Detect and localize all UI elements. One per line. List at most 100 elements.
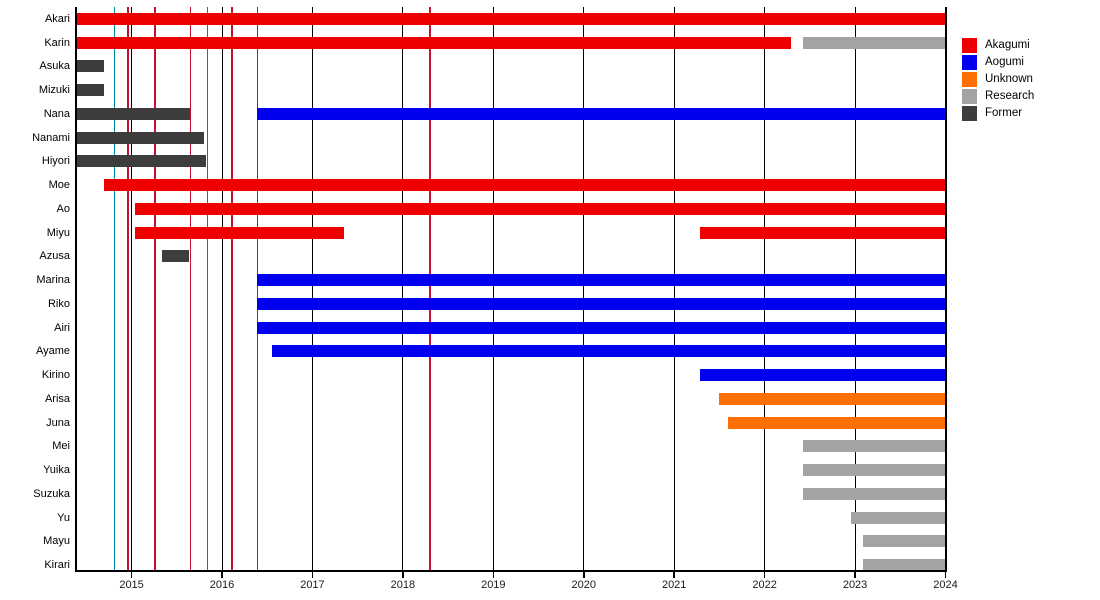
timeline-bar — [727, 416, 946, 429]
axis-tick — [583, 572, 585, 578]
legend-swatch — [962, 72, 977, 88]
legend-item: Research — [962, 89, 1092, 105]
x-axis-line — [74, 570, 947, 572]
row-label: Suzuka — [33, 487, 70, 500]
timeline-bar — [135, 226, 345, 239]
year-gridline — [854, 7, 856, 571]
timeline-bar — [271, 345, 946, 358]
legend-swatch — [962, 89, 977, 105]
legend-swatch — [962, 38, 977, 53]
timeline-bar — [75, 60, 104, 73]
timeline-bar — [162, 250, 190, 263]
event-line — [189, 7, 192, 571]
timeline-bar — [257, 274, 946, 287]
legend-label: Former — [985, 107, 1023, 120]
row-label: Kirari — [44, 559, 70, 572]
row-label: Akari — [44, 12, 70, 25]
legend-label: Unknown — [985, 73, 1033, 86]
row-label: Mayu — [43, 535, 70, 548]
year-gridline — [221, 7, 223, 571]
legend-item: Aogumi — [962, 55, 1092, 71]
row-label: Hiyori — [41, 155, 70, 168]
event-line — [127, 7, 129, 571]
event-line — [206, 7, 209, 571]
row-label: Airi — [54, 321, 70, 334]
axis-tick-label: 2017 — [300, 579, 325, 591]
row-label: Asuka — [39, 60, 70, 73]
axis-tick — [311, 572, 314, 578]
axis-tick — [492, 572, 495, 578]
legend-item: Former — [962, 106, 1092, 122]
timeline-bar — [75, 155, 206, 168]
row-label: Ayame — [35, 345, 70, 358]
timeline-bar — [75, 107, 191, 120]
timeline-bar — [802, 440, 946, 453]
axis-tick — [221, 572, 223, 578]
timeline-bar — [700, 226, 946, 239]
event-line — [429, 7, 431, 571]
axis-tick-label: 2021 — [661, 579, 687, 591]
timeline-bar — [257, 107, 946, 120]
axis-tick-label: 2023 — [842, 579, 868, 591]
axis-tick-label: 2024 — [933, 579, 958, 591]
timeline-bar — [75, 12, 946, 25]
axis-tick-label: 2019 — [481, 579, 506, 591]
y-axis-line — [74, 7, 77, 571]
row-label: Kirino — [41, 369, 70, 382]
row-label: Arisa — [44, 392, 70, 405]
legend-swatch — [962, 55, 977, 71]
timeline-bar — [75, 131, 204, 144]
timeline-bar — [75, 84, 104, 97]
legend-label: Aogumi — [985, 56, 1024, 69]
row-label: Karin — [44, 36, 70, 49]
right-border-line — [944, 7, 947, 571]
axis-tick-label: 2022 — [752, 579, 777, 591]
axis-tick — [130, 572, 133, 578]
year-gridline — [402, 7, 404, 571]
row-label: Yu — [57, 511, 70, 524]
row-label: Miyu — [46, 226, 70, 239]
year-gridline — [492, 7, 494, 571]
legend-label: Akagumi — [985, 39, 1030, 51]
row-label: Nana — [43, 107, 70, 120]
event-line — [231, 7, 233, 571]
event-line — [154, 7, 156, 571]
axis-tick-label: 2018 — [390, 579, 416, 591]
timeline-bar — [75, 36, 791, 49]
row-label: Ao — [56, 202, 70, 215]
axis-tick-label: 2015 — [119, 579, 144, 591]
timeline-bar — [802, 464, 946, 477]
timeline-bar — [700, 369, 946, 382]
timeline-bar — [257, 297, 946, 310]
row-label: Yuika — [43, 464, 70, 477]
axis-tick-label: 2016 — [209, 579, 235, 591]
legend-swatch — [962, 106, 977, 122]
axis-tick — [944, 572, 947, 578]
timeline-bar — [863, 559, 946, 572]
year-gridline — [673, 7, 675, 571]
row-label: Moe — [48, 179, 70, 192]
axis-tick — [402, 572, 404, 578]
row-label: Riko — [47, 297, 70, 310]
year-gridline — [311, 7, 313, 571]
timeline-bar — [802, 36, 946, 49]
axis-tick — [673, 572, 675, 578]
legend-item: Akagumi — [962, 38, 1092, 54]
legend-label: Research — [985, 90, 1035, 103]
event-line — [256, 7, 259, 571]
year-gridline — [764, 7, 766, 571]
timeline-bar — [719, 392, 946, 405]
row-label: Nanami — [32, 131, 70, 144]
legend: Akagumi Aogumi Unknown Research Former — [962, 38, 1092, 124]
axis-tick-label: 2020 — [571, 579, 596, 591]
timeline-bar — [863, 535, 946, 548]
timeline-bar — [257, 321, 946, 334]
axis-tick — [763, 572, 766, 578]
row-label: Juna — [46, 416, 70, 429]
year-gridline — [583, 7, 585, 571]
timeline-bar — [802, 487, 946, 500]
axis-tick — [854, 572, 856, 578]
row-label: Mizuki — [38, 84, 70, 97]
timeline-bar — [850, 511, 946, 524]
